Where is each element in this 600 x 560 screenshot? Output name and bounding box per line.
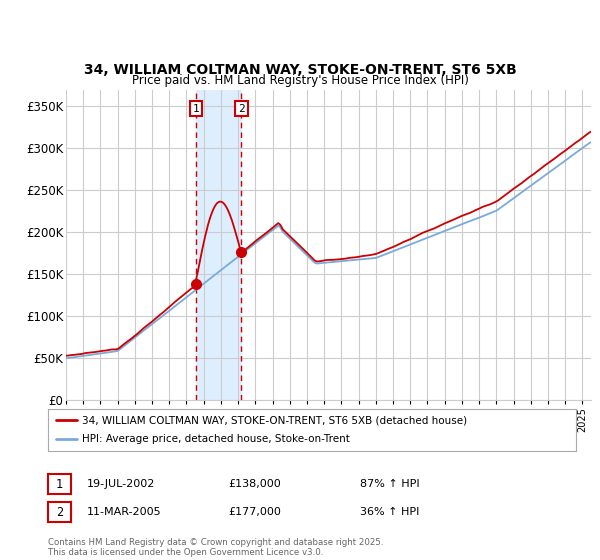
Text: 19-JUL-2002: 19-JUL-2002 [87,479,155,489]
Text: 87% ↑ HPI: 87% ↑ HPI [360,479,419,489]
Text: 1: 1 [193,104,199,114]
Text: 1: 1 [56,478,63,491]
Text: HPI: Average price, detached house, Stoke-on-Trent: HPI: Average price, detached house, Stok… [82,435,350,445]
Text: £138,000: £138,000 [228,479,281,489]
Text: 2: 2 [238,104,245,114]
Bar [196,90,241,400]
Text: 2: 2 [56,506,63,519]
Text: 36% ↑ HPI: 36% ↑ HPI [360,507,419,517]
Text: Contains HM Land Registry data © Crown copyright and database right 2025.
This d: Contains HM Land Registry data © Crown c… [48,538,383,557]
Text: 11-MAR-2005: 11-MAR-2005 [87,507,161,517]
Text: £177,000: £177,000 [228,507,281,517]
Text: Price paid vs. HM Land Registry's House Price Index (HPI): Price paid vs. HM Land Registry's House … [131,74,469,87]
Text: 34, WILLIAM COLTMAN WAY, STOKE-ON-TRENT, ST6 5XB (detached house): 34, WILLIAM COLTMAN WAY, STOKE-ON-TRENT,… [82,415,467,425]
Text: 34, WILLIAM COLTMAN WAY, STOKE-ON-TRENT, ST6 5XB: 34, WILLIAM COLTMAN WAY, STOKE-ON-TRENT,… [83,63,517,77]
